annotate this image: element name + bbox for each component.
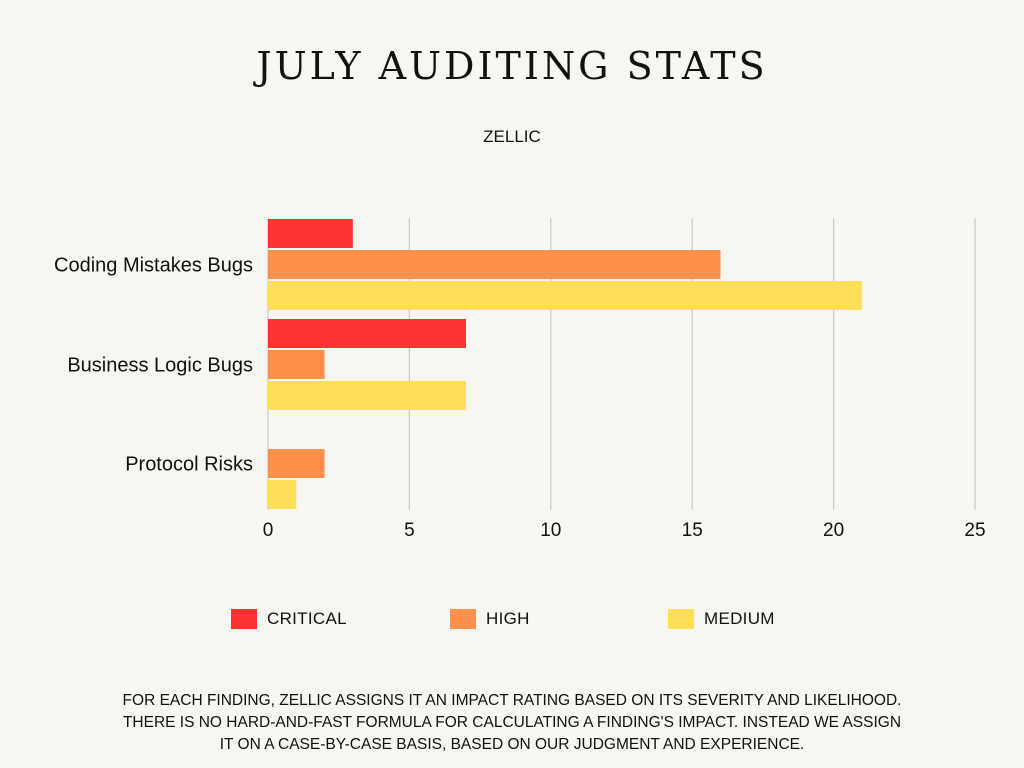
bar-medium (268, 381, 466, 410)
footnote: FOR EACH FINDING, ZELLIC ASSIGNS IT AN I… (92, 690, 932, 756)
x-tick-label: 5 (404, 520, 415, 541)
chart-subtitle: ZELLIC (483, 127, 541, 146)
chart-title: JULY AUDITING STATS (256, 44, 768, 88)
footnote-line: IT ON A CASE-BY-CASE BASIS, BASED ON OUR… (219, 736, 805, 753)
legend: CRITICAL HIGH MEDIUM (0, 609, 1024, 633)
legend-swatch-medium (668, 609, 694, 629)
legend-label-high: HIGH (486, 609, 530, 628)
legend-swatch-critical (231, 609, 257, 629)
category-label: Coding Mistakes Bugs (54, 255, 253, 277)
x-tick-label: 10 (540, 520, 561, 541)
legend-item-high: HIGH (450, 609, 530, 629)
bar-critical (268, 319, 466, 348)
x-tick-label: 20 (823, 520, 844, 541)
footnote-line: THERE IS NO HARD-AND-FAST FORMULA FOR CA… (122, 714, 902, 731)
bar-medium (268, 480, 297, 509)
bar-chart: Coding Mistakes Bugs Business Logic Bugs P… (54, 218, 986, 541)
legend-item-medium: MEDIUM (668, 609, 775, 629)
legend-swatch-high (450, 609, 476, 629)
bar-high (268, 449, 325, 478)
category-labels: Coding Mistakes Bugs Business Logic Bugs P… (54, 255, 253, 476)
bars (268, 219, 862, 509)
legend-label-critical: CRITICAL (267, 609, 347, 628)
x-tick-label: 0 (263, 520, 274, 541)
bar-high (268, 250, 721, 279)
category-label: Protocol Risks (125, 454, 253, 476)
x-tick-label: 25 (964, 520, 985, 541)
legend-item-critical: CRITICAL (231, 609, 347, 629)
bar-medium (268, 281, 862, 310)
legend-label-medium: MEDIUM (704, 609, 775, 628)
bar-high (268, 350, 325, 379)
footnote-line: FOR EACH FINDING, ZELLIC ASSIGNS IT AN I… (122, 692, 902, 709)
x-tick-label: 15 (682, 520, 703, 541)
category-label: Business Logic Bugs (67, 355, 253, 377)
x-tick-labels: 0 5 10 15 20 25 (263, 520, 986, 541)
bar-critical (268, 219, 353, 248)
